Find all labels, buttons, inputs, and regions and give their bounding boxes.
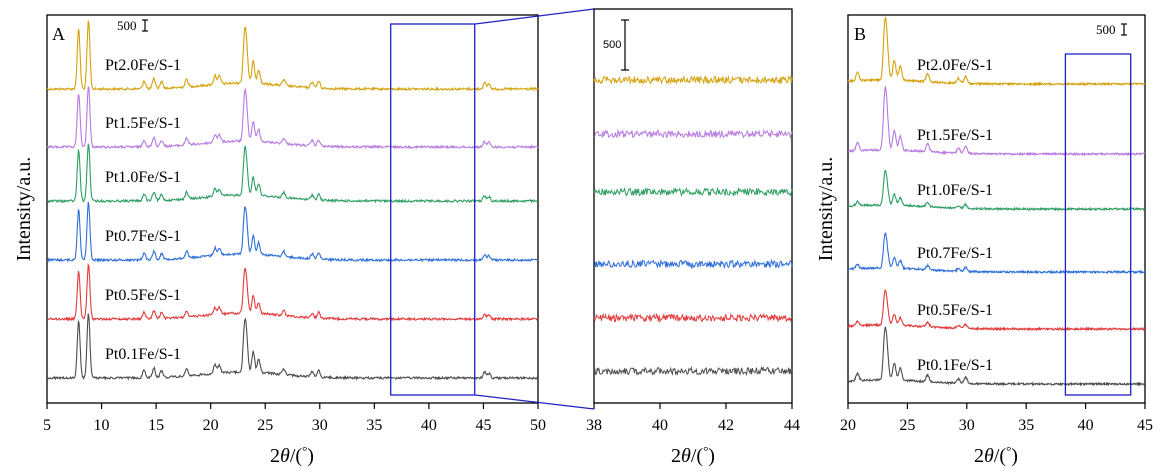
panel-b-scale-label: 500 xyxy=(1096,22,1116,37)
panel-zoom-series-line xyxy=(593,186,793,198)
panel-b-series-line xyxy=(848,85,1146,157)
panel-b-tick-label: 20 xyxy=(840,417,856,434)
panel-a-series-label: Pt2.0Fe/S-1 xyxy=(105,57,181,74)
panel-zoom-x-axis-title: 2θ/(°) xyxy=(671,443,715,467)
panel-a-series-line xyxy=(46,201,539,263)
panel-b-y-axis-title: Intensity/a.u. xyxy=(815,157,837,261)
panel-b-frame xyxy=(847,14,1146,404)
panel-zoom-tick-label: 40 xyxy=(652,417,668,434)
panel-b-series-line xyxy=(847,288,1146,332)
panel-b-series-label: Pt0.7Fe/S-1 xyxy=(917,245,993,262)
panel-b-x-axis-title: 2θ/(°) xyxy=(974,443,1018,467)
panel-a-letter: A xyxy=(52,24,65,44)
panel-a-highlight-box xyxy=(390,23,476,396)
panel-b-series-label: Pt1.0Fe/S-1 xyxy=(917,182,993,199)
panel-a-frame xyxy=(46,14,539,404)
panel-a-tick-label: 30 xyxy=(312,417,328,434)
panel-a-series-line xyxy=(46,313,539,381)
panel-zoom-tick-label: 42 xyxy=(718,417,734,434)
panel-a-zoom: 500 38 40 42 44 2θ/(°) xyxy=(586,8,800,467)
panel-a-tick-label: 5 xyxy=(43,417,51,434)
panel-b-series-line xyxy=(847,16,1146,87)
panel-zoom-scale-bar: 500 xyxy=(603,19,629,71)
panel-b: B 500 Pt2.0Fe/S-1Pt1.5Fe/S-1Pt1.0Fe/S-1P… xyxy=(815,14,1153,467)
panel-b-series-line xyxy=(847,326,1146,387)
panel-a-series-label: Pt1.0Fe/S-1 xyxy=(105,169,181,186)
zoom-connector-top xyxy=(474,8,595,25)
panel-b-series-group xyxy=(847,16,1146,387)
zoom-connector-bottom xyxy=(474,394,595,410)
panel-zoom-x-ticks: 38 40 42 44 xyxy=(586,403,800,434)
panel-b-tick-label: 25 xyxy=(899,417,915,434)
panel-b-highlight-box xyxy=(1064,53,1132,396)
panel-a-series-line xyxy=(46,86,539,150)
panel-zoom-series-group xyxy=(593,74,793,376)
panel-b-tick-label: 35 xyxy=(1018,417,1034,434)
panel-a-tick-label: 50 xyxy=(530,417,546,434)
panel-b-series-labels: Pt2.0Fe/S-1 Pt1.5Fe/S-1 Pt1.0Fe/S-1 Pt0.7Fe… xyxy=(917,57,993,374)
panel-zoom-series-line xyxy=(593,365,793,376)
panel-zoom-series-line xyxy=(593,128,793,140)
panel-a: A 500 Pt2.0Fe/S-1Pt1.5Fe/S-1Pt1.0Fe/S-1P… xyxy=(13,14,546,467)
panel-b-series-line xyxy=(847,232,1146,275)
panel-zoom-scale-label: 500 xyxy=(603,39,621,51)
panel-zoom-frame xyxy=(593,8,793,404)
panel-a-scale-label: 500 xyxy=(117,18,137,33)
panel-b-x-ticks: 20 25 30 35 40 45 xyxy=(840,403,1153,434)
panel-b-series-label: Pt0.1Fe/S-1 xyxy=(917,357,993,374)
panel-b-series-line xyxy=(847,169,1146,212)
panel-zoom-tick-label: 44 xyxy=(784,417,800,434)
panel-a-series-labels: Pt2.0Fe/S-1 Pt1.5Fe/S-1 Pt1.0Fe/S-1 Pt0.7Fe… xyxy=(105,57,181,363)
panel-a-tick-label: 35 xyxy=(366,417,382,434)
panel-zoom-series-line xyxy=(593,74,793,85)
panel-a-series-label: Pt0.1Fe/S-1 xyxy=(105,346,181,363)
panel-a-tick-label: 25 xyxy=(257,417,273,434)
panel-b-tick-label: 40 xyxy=(1078,417,1094,434)
panel-a-series-line xyxy=(47,263,539,322)
panel-b-letter: B xyxy=(854,24,866,44)
panel-a-tick-label: 15 xyxy=(148,417,164,434)
panel-b-series-label: Pt2.0Fe/S-1 xyxy=(917,57,993,74)
panel-b-scale-bar: 500 xyxy=(1096,22,1127,37)
panel-a-tick-label: 10 xyxy=(94,417,110,434)
panel-a-series-group xyxy=(46,20,539,381)
panel-a-series-label: Pt0.5Fe/S-1 xyxy=(105,287,181,304)
panel-a-tick-label: 45 xyxy=(475,417,491,434)
panel-a-x-axis-title: 2θ/(°) xyxy=(270,443,314,467)
panel-b-series-label: Pt1.5Fe/S-1 xyxy=(917,127,993,144)
panel-zoom-series-line xyxy=(593,312,793,324)
panel-b-tick-label: 30 xyxy=(959,417,975,434)
panel-a-tick-label: 40 xyxy=(421,417,437,434)
panel-a-series-line xyxy=(46,143,538,204)
panel-a-series-label: Pt0.7Fe/S-1 xyxy=(105,228,181,245)
panel-b-series-label: Pt0.5Fe/S-1 xyxy=(917,302,993,319)
panel-a-x-ticks: 5 10 15 20 25 30 35 40 45 50 xyxy=(43,403,546,434)
panel-b-tick-label: 45 xyxy=(1137,417,1153,434)
panel-a-scale-bar: 500 xyxy=(117,18,148,33)
panel-a-series-label: Pt1.5Fe/S-1 xyxy=(105,115,181,132)
panel-zoom-series-line xyxy=(593,258,793,270)
panel-a-y-axis-title: Intensity/a.u. xyxy=(13,157,35,261)
panel-a-series-line xyxy=(46,20,539,92)
panel-a-tick-label: 20 xyxy=(203,417,219,434)
panel-zoom-tick-label: 38 xyxy=(586,417,602,434)
